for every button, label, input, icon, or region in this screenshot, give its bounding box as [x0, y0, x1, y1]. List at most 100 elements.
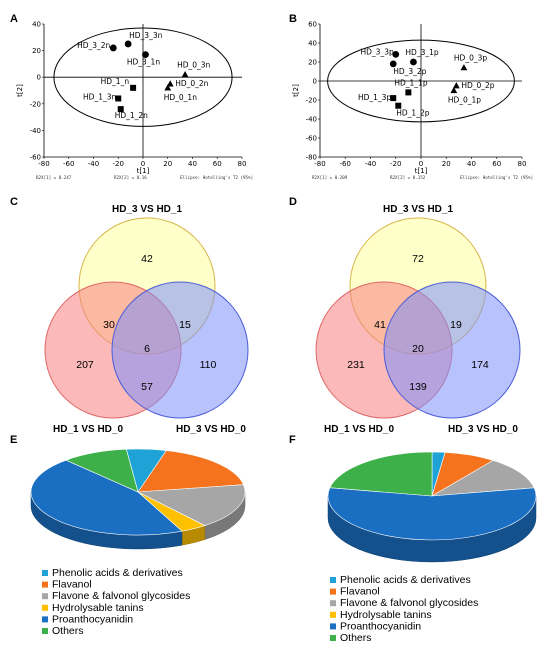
legend-swatch-4 [42, 616, 48, 623]
point-HD_1_1p [405, 89, 412, 96]
point-label: HD_1_n [101, 77, 130, 86]
point-label: HD_0_2p [461, 81, 494, 90]
pie-slice-1 [137, 450, 244, 493]
pie-slice-2 [431, 460, 535, 497]
panel-label: D [289, 196, 297, 208]
footer-r2x1: R2X[1] = 0.209 [312, 175, 348, 180]
point-label: HD_0_2n [175, 79, 208, 88]
point-label: HD_0_1p [448, 96, 481, 105]
x-tick-label: 40 [188, 160, 197, 168]
panel-label: F [289, 434, 296, 446]
point-label: HD_1_3n [83, 92, 116, 101]
y-tick-label: -40 [30, 127, 41, 135]
venn-title-left: HD_1 VS HD_0 [324, 424, 394, 435]
x-tick-label: -40 [365, 160, 376, 168]
x-tick-label: -20 [113, 160, 124, 168]
x-tick-label: 0 [141, 160, 145, 168]
point-HD_3_2p [389, 60, 397, 68]
y-tick-label: 20 [32, 47, 41, 55]
legend-swatch-3 [330, 611, 336, 618]
point-HD_0_1p [450, 86, 458, 94]
point-label: HD_0_3n [177, 61, 210, 70]
point-HD_0_1n [164, 84, 172, 91]
legend-label-3: Hydrolysable tanins [340, 609, 432, 621]
legend-swatch-0 [42, 570, 48, 576]
y-tick-label: -80 [306, 154, 317, 162]
x-axis-label: t[1] [137, 167, 150, 175]
x-tick-label: -60 [63, 160, 74, 168]
venn-count-left-right: 139 [409, 381, 427, 393]
panel-label: C [10, 196, 18, 208]
legend-label-5: Others [340, 632, 372, 644]
pie-slice-4 [327, 487, 537, 541]
venn-count-top-only: 42 [141, 253, 153, 265]
x-tick-label: 60 [213, 160, 222, 168]
legend-label-1: Flavanol [52, 579, 92, 591]
venn-count-right-only: 110 [200, 359, 217, 371]
venn-set-right [383, 281, 521, 419]
x-tick-label: 80 [238, 160, 247, 168]
legend-label-0: Phenolic acids & derivatives [52, 567, 183, 579]
x-tick-label: -40 [88, 160, 99, 168]
panel-label: B [289, 13, 297, 25]
point-HD_1_2p [395, 102, 402, 109]
x-tick-label: -20 [390, 160, 401, 168]
x-tick-label: 40 [467, 160, 476, 168]
y-tick-label: -60 [30, 154, 41, 162]
venn-D: D HD_3 VS HD_1 HD_1 VS HD_0 HD_3 VS HD_0 72 2… [289, 196, 521, 435]
point-HD_3_1p [410, 58, 417, 66]
legend-swatch-4 [330, 623, 336, 630]
point-HD_1_3p [390, 95, 397, 102]
point-label: HD_0_1n [164, 93, 197, 102]
legend-label-2: Flavone & falvonol glycosides [340, 597, 478, 609]
venn-title-top: HD_3 VS HD_1 [112, 204, 182, 215]
legend-swatch-1 [42, 581, 48, 588]
y-tick-label: -20 [306, 97, 317, 105]
y-tick-label: 40 [32, 21, 41, 29]
x-tick-label: 20 [163, 160, 172, 168]
legend-swatch-2 [330, 600, 336, 607]
score-plot-A: A-80 -60 -40 -20 0 20 40 60 8040200-20-40-60t[1]… [10, 13, 253, 180]
point-HD_3_2n [109, 44, 117, 52]
footer-ellipse: Ellipse: Hotelling's T2 (95%) [460, 175, 533, 180]
point-label: HD_3_1n [127, 58, 160, 67]
venn-C: C HD_3 VS HD_1 HD_1 VS HD_0 HD_3 VS HD_0 42 2… [10, 196, 249, 435]
score-plot-B: B -80 -60 -40 -20 0 20 40 60 80 60 40 20 0 -20 -40 -60 -8… [289, 13, 533, 180]
point-label: HD_1_2p [396, 109, 429, 118]
x-tick-label: -60 [340, 160, 351, 168]
x-tick-label: 60 [492, 160, 501, 168]
point-label: HD_1_3p [358, 93, 391, 102]
venn-count-all: 6 [144, 343, 150, 355]
pie-slice-2 [136, 484, 246, 526]
venn-count-top-left: 30 [103, 319, 115, 331]
y-tick-label: -20 [30, 100, 41, 108]
x-tick-label: -80 [38, 160, 49, 168]
pie-slice-4 [30, 459, 183, 536]
footer-ellipse: Ellipse: Hotelling's T2 (95%) [180, 175, 253, 180]
panel-label: A [10, 13, 18, 25]
venn-set-right [111, 281, 249, 419]
venn-count-top-right: 15 [179, 319, 191, 331]
y-tick-label: 20 [308, 59, 317, 67]
point-label: HD_3_3n [129, 31, 162, 40]
y-axis-label: t[2] [292, 84, 300, 97]
point-HD_3_1n [142, 51, 149, 58]
legend-label-3: Hydrolysable tanins [52, 602, 144, 614]
point-label: HD_3_2p [393, 67, 426, 76]
legend-label-4: Proanthocyanidin [340, 620, 421, 632]
legend-label-0: Phenolic acids & derivatives [340, 574, 471, 586]
y-tick-label: 60 [308, 21, 317, 29]
y-tick-label: -60 [306, 135, 317, 143]
venn-count-all: 20 [412, 343, 424, 355]
x-tick-label: 80 [518, 160, 527, 168]
point-HD_1_3n [115, 95, 122, 102]
point-HD_3_3p [392, 51, 400, 58]
legend-label-1: Flavanol [340, 586, 380, 598]
point-HD_0_2n [166, 80, 174, 87]
legend-label-5: Others [52, 625, 84, 637]
pie-slice-5 [329, 451, 433, 497]
footer-r2x2: R2X[2] = 0.16 [114, 175, 147, 180]
point-label: HD_3_3p [361, 47, 394, 56]
x-tick-label: -80 [314, 160, 325, 168]
legend-swatch-1 [330, 588, 336, 595]
